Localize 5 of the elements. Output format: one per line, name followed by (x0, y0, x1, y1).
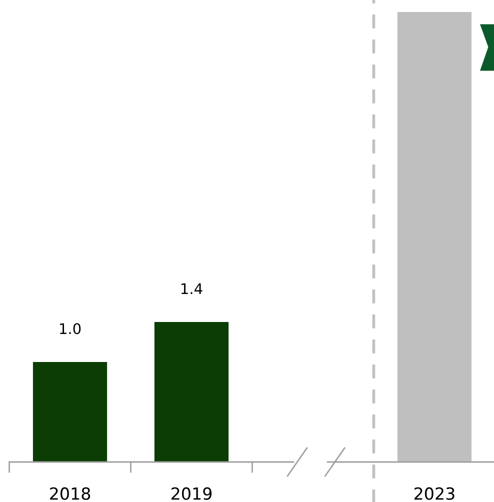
x-tick-label: 2023 (414, 487, 454, 500)
x-tick-label: 2019 (172, 487, 212, 500)
data-label: 1.0 (60, 323, 81, 334)
x-tick-label: 2018 (50, 487, 90, 500)
data-label: 1.4 (182, 283, 202, 294)
